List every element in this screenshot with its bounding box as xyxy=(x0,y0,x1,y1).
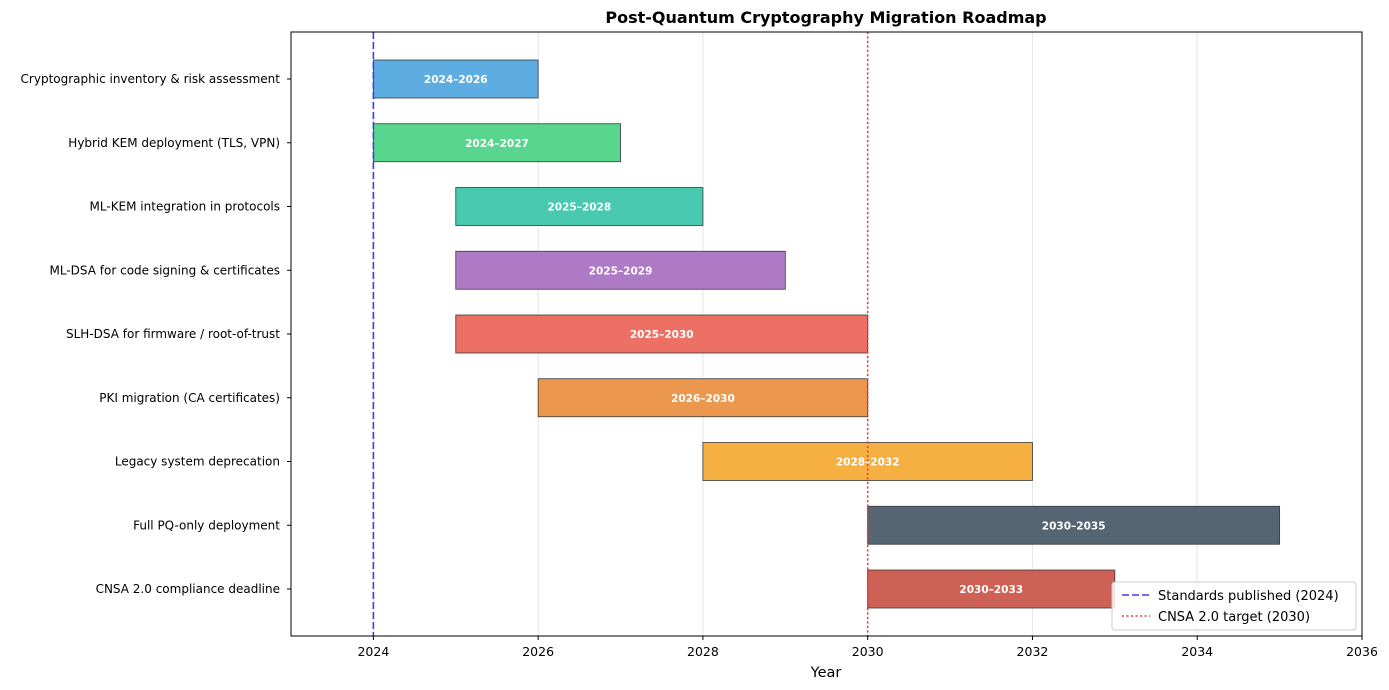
x-tick-label: 2028 xyxy=(687,644,719,659)
task-label: PKI migration (CA certificates) xyxy=(99,391,280,405)
x-tick-label: 2034 xyxy=(1181,644,1213,659)
legend-label: CNSA 2.0 target (2030) xyxy=(1158,610,1310,625)
chart-title: Post-Quantum Cryptography Migration Road… xyxy=(605,8,1046,27)
x-tick-label: 2030 xyxy=(852,644,884,659)
bar-label: 2030–2033 xyxy=(959,584,1023,596)
task-label: ML-DSA for code signing & certificates xyxy=(50,263,280,277)
task-label: SLH-DSA for firmware / root-of-trust xyxy=(66,327,280,341)
x-axis: 2024 2026 2028 2030 2032 2034 2036 xyxy=(357,636,1378,659)
task-bar xyxy=(455,250,786,290)
task-bars: 2024–2026 2024–2027 2025–2028 2025–2029 2025… xyxy=(372,59,1281,609)
x-tick-label: 2036 xyxy=(1346,644,1378,659)
task-label: ML-KEM integration in protocols xyxy=(90,200,280,214)
task-bar xyxy=(867,569,1116,609)
task-bar xyxy=(455,187,704,226)
bar-label: 2024–2027 xyxy=(465,138,529,150)
bar-label: 2025–2030 xyxy=(630,329,694,341)
bar-label: 2025–2028 xyxy=(547,202,611,214)
x-axis-title: Year xyxy=(810,665,842,681)
bar-label: 2028–2032 xyxy=(836,457,900,469)
bar-label: 2026–2030 xyxy=(671,393,735,405)
bar-label: 2024–2026 xyxy=(424,74,488,86)
task-label: Hybrid KEM deployment (TLS, VPN) xyxy=(68,136,280,150)
task-label: Cryptographic inventory & risk assessmen… xyxy=(21,72,281,86)
task-bar xyxy=(537,378,869,418)
task-label: CNSA 2.0 compliance deadline xyxy=(96,582,280,596)
task-label: Full PQ-only deployment xyxy=(133,518,280,532)
bar-label: 2030–2035 xyxy=(1042,520,1106,532)
legend-label: Standards published (2024) xyxy=(1158,589,1339,604)
bar-label: 2025–2029 xyxy=(589,265,653,277)
x-tick-label: 2026 xyxy=(522,644,554,659)
task-bar xyxy=(455,314,869,354)
task-label: Legacy system deprecation xyxy=(115,455,280,469)
x-tick-label: 2024 xyxy=(357,644,389,659)
legend: Standards published (2024) CNSA 2.0 targe… xyxy=(1111,581,1357,631)
reference-lines xyxy=(372,32,869,636)
x-tick-label: 2032 xyxy=(1017,644,1049,659)
task-bar xyxy=(867,505,1281,545)
legend-box xyxy=(1111,581,1357,631)
y-axis: Cryptographic inventory & risk assessmen… xyxy=(21,72,291,596)
task-bar xyxy=(372,123,621,163)
